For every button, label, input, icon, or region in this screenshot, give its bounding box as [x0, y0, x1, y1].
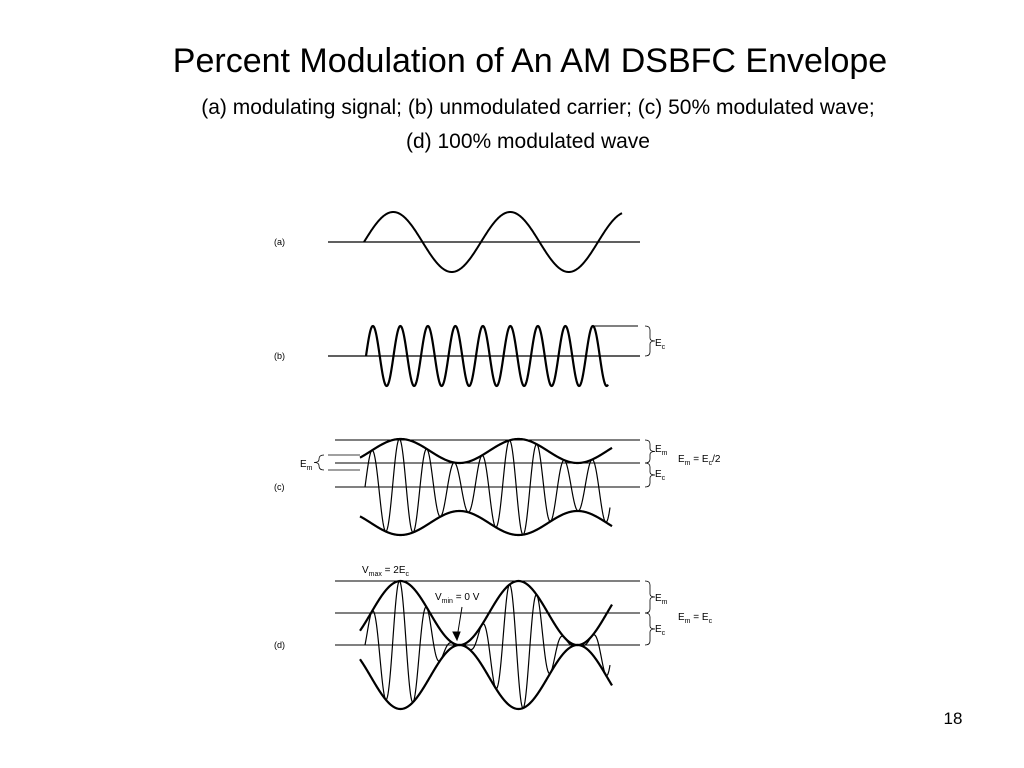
- panel-label: (b): [274, 351, 285, 361]
- annotation-text: E: [655, 469, 662, 480]
- panel-label: (d): [274, 640, 285, 650]
- subscript: c: [662, 630, 666, 637]
- subscript: m: [685, 460, 691, 467]
- brace: [644, 580, 656, 614]
- subscript: c: [709, 460, 713, 467]
- modulated-wave: [364, 580, 611, 709]
- page-number: 18: [944, 709, 963, 728]
- annotation: Ec: [655, 624, 666, 637]
- annotation-text: V: [435, 592, 442, 603]
- subscript: c: [662, 344, 666, 351]
- annotation-text: = 0 V: [453, 592, 480, 603]
- envelope: [359, 579, 613, 647]
- brace: [313, 454, 325, 471]
- annotation-text: E: [678, 612, 685, 623]
- annotation-text: V: [362, 565, 369, 576]
- subscript: min: [442, 598, 453, 605]
- envelope: [359, 643, 613, 711]
- slide-title: Percent Modulation of An AM DSBFC Envelo…: [173, 42, 887, 80]
- annotation-text: E: [655, 338, 662, 349]
- annotation-text: E: [300, 459, 307, 470]
- annotation: Vmax = 2Ec: [362, 565, 410, 578]
- panel-label: (a): [274, 237, 285, 247]
- annotation: Vmin = 0 V: [435, 592, 480, 605]
- annotation-text: E: [655, 444, 662, 455]
- subscript: max: [369, 571, 383, 578]
- annotation: Ec: [655, 338, 666, 351]
- subscript: m: [662, 599, 668, 606]
- brace: [644, 462, 656, 488]
- arrow-head: [452, 631, 461, 642]
- annotation-text: /2: [712, 454, 721, 465]
- annotation-text: E: [678, 454, 685, 465]
- annotation: Em: [655, 444, 668, 457]
- annotation: Ec: [655, 469, 666, 482]
- envelope: [359, 509, 613, 537]
- subscript: c: [709, 618, 713, 625]
- subscript: c: [406, 571, 410, 578]
- annotation: Em: [300, 459, 313, 472]
- brace: [644, 439, 656, 464]
- annotation: Em = Ec: [678, 612, 713, 625]
- annotation: Em = Ec/2: [678, 454, 721, 467]
- brace: [644, 612, 656, 646]
- carrier-wave: [364, 324, 609, 388]
- subtitle-line: (d) 100% modulated wave: [406, 130, 650, 153]
- modulated-wave: [364, 438, 611, 536]
- subscript: m: [662, 450, 668, 457]
- annotation-text: = E: [691, 612, 709, 623]
- annotation-text: = E: [691, 454, 709, 465]
- annotation-text: E: [655, 593, 662, 604]
- annotation: Em: [655, 593, 668, 606]
- subtitle-line: (a) modulating signal; (b) unmodulated c…: [201, 96, 875, 119]
- annotation-text: = 2E: [382, 565, 406, 576]
- subscript: c: [662, 475, 666, 482]
- modulating-wave: [363, 211, 623, 273]
- brace: [644, 325, 656, 357]
- panel-label: (c): [274, 482, 285, 492]
- envelope: [359, 437, 613, 465]
- figure: [313, 211, 656, 711]
- subscript: m: [685, 618, 691, 625]
- annotation-text: E: [655, 624, 662, 635]
- subscript: m: [307, 465, 313, 472]
